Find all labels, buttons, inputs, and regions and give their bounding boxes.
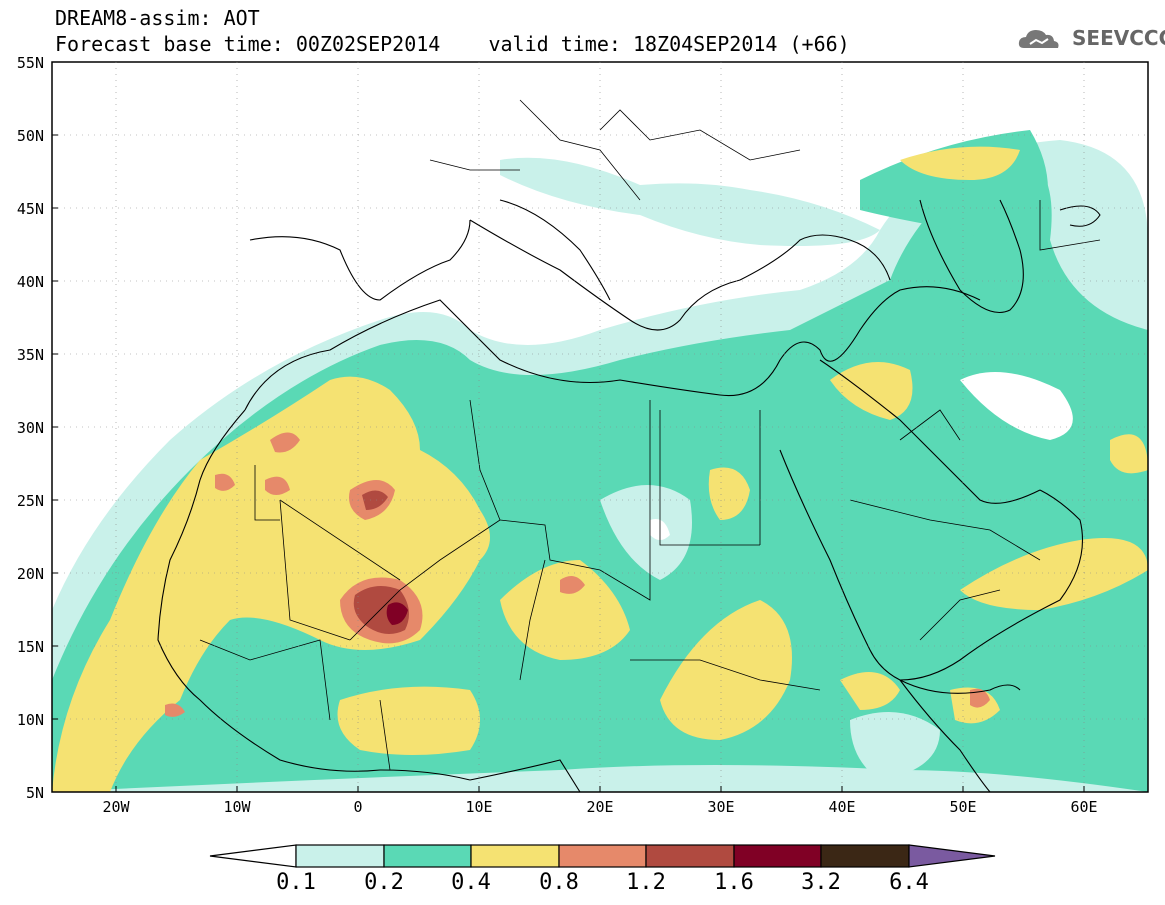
x-tick-label: 60E: [1070, 798, 1098, 816]
colorbar-bin: [470, 844, 560, 868]
colorbar-bin: [383, 844, 472, 868]
map-title: DREAM8-assim: AOT: [55, 6, 260, 30]
colorbar-label: 0.8: [539, 870, 579, 895]
coastlines: [157, 199, 1101, 792]
x-tick-label: 50E: [949, 798, 977, 816]
y-tick-label: 30N: [16, 419, 44, 437]
colorbar-label: 6.4: [889, 870, 929, 895]
x-tick-label: 30E: [707, 798, 735, 816]
x-tick-label: 0: [353, 798, 363, 816]
colorbar-bin: [820, 844, 910, 868]
colorbar-bin: [733, 844, 822, 868]
y-tick-label: 10N: [16, 711, 44, 729]
x-tick-label: 20E: [586, 798, 614, 816]
tick-marks: [52, 61, 1085, 792]
colorbar: [209, 844, 996, 868]
x-tick-label: 10W: [223, 798, 251, 816]
y-tick-label: 50N: [16, 127, 44, 145]
logo-text: SEEVCCC: [1072, 26, 1165, 50]
y-tick-label: 45N: [16, 200, 44, 218]
y-tick-label: 20N: [16, 565, 44, 583]
colorbar-bin: [295, 844, 385, 868]
forecast-times: Forecast base time: 00Z02SEP2014 valid t…: [55, 32, 850, 56]
colorbar-bin: [645, 844, 735, 868]
colorbar-over-arrow: [908, 844, 996, 868]
colorbar-label: 0.2: [364, 870, 404, 895]
x-tick-label: 20W: [102, 798, 130, 816]
colorbar-label: 0.1: [276, 870, 316, 895]
y-tick-label: 15N: [16, 638, 44, 656]
x-tick-label: 10E: [465, 798, 493, 816]
colorbar-under-arrow: [209, 844, 297, 868]
colorbar-label: 3.2: [801, 870, 841, 895]
colorbar-bin: [558, 844, 647, 868]
colorbar-label: 1.6: [714, 870, 754, 895]
colorbar-label: 0.4: [451, 870, 491, 895]
cloud-icon: [1018, 30, 1059, 48]
borders: [199, 99, 1101, 771]
x-tick-label: 40E: [828, 798, 856, 816]
y-tick-label: 55N: [16, 54, 44, 72]
colorbar-label: 1.2: [626, 870, 666, 895]
aot-field: [52, 62, 1148, 792]
y-tick-label: 40N: [16, 273, 44, 291]
y-tick-label: 35N: [16, 346, 44, 364]
y-tick-label: 25N: [16, 492, 44, 510]
aot-level-1.6: [386, 602, 408, 625]
y-tick-label: 5N: [25, 784, 44, 802]
